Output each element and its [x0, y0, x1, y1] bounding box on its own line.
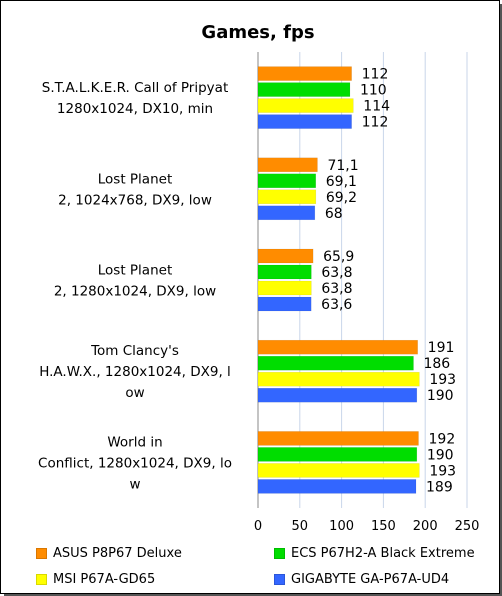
value-label: 189 — [426, 479, 453, 495]
bar — [257, 479, 417, 494]
value-label: 192 — [429, 431, 456, 447]
category-label: Tom Clancy's — [90, 343, 179, 359]
chart-title: Games, fps — [201, 22, 314, 43]
frame-shadow-right — [500, 4, 502, 596]
value-label: 71,1 — [327, 158, 358, 174]
value-label: 69,1 — [326, 174, 357, 190]
bar — [257, 205, 316, 221]
value-label: 112 — [362, 67, 389, 83]
value-label: 63,6 — [321, 297, 352, 313]
legend-item-gigabyte: GIGABYTE GA-P67A-UD4 — [274, 572, 449, 587]
x-tick-label: 100 — [329, 519, 354, 534]
value-label: 190 — [427, 447, 454, 463]
legend-swatch-green — [274, 548, 285, 559]
bar-chart: Games, fps 11211011411271,169,169,26865,… — [38, 22, 480, 534]
category-label: H.A.W.X., 1280x1024, DX9, l — [39, 364, 231, 380]
bar — [257, 82, 351, 97]
category-label: ow — [125, 385, 144, 401]
value-label: 65,9 — [323, 249, 354, 265]
value-label: 190 — [427, 388, 454, 404]
bar — [257, 66, 352, 81]
bar — [257, 114, 352, 129]
frame-shadow-bottom — [4, 594, 502, 596]
category-label: 1280x1024, DX10, min — [57, 101, 213, 117]
x-tick-label: 50 — [292, 519, 309, 534]
x-tick-label: 0 — [254, 519, 262, 534]
legend-label: ECS P67H2-A Black Extreme — [291, 546, 475, 561]
bar — [257, 431, 419, 446]
category-labels: S.T.A.L.K.E.R. Call of Pripyat 1280x1024,… — [38, 80, 232, 492]
legend-swatch-orange — [36, 548, 47, 559]
bar — [257, 463, 420, 478]
bar — [257, 339, 418, 355]
category-label: 2, 1280x1024, DX9, low — [54, 284, 216, 300]
category-label: Lost Planet — [98, 263, 172, 279]
bar — [257, 157, 318, 173]
x-tick-label: 150 — [371, 519, 396, 534]
bar — [257, 264, 312, 280]
legend-item-msi: MSI P67A-GD65 — [36, 572, 155, 587]
value-label: 63,8 — [321, 281, 352, 297]
value-label: 191 — [428, 340, 455, 356]
category-label: Lost Planet — [98, 171, 172, 187]
bar — [257, 98, 354, 113]
value-label: 110 — [360, 83, 387, 99]
value-label: 193 — [429, 372, 456, 388]
value-labels: 11211011411271,169,169,26865,963,863,863… — [321, 67, 456, 496]
bars — [257, 66, 420, 494]
legend-swatch-blue — [274, 574, 285, 585]
bar — [257, 248, 314, 264]
bar — [257, 280, 312, 296]
legend-item-asus: ASUS P8P67 Deluxe — [36, 546, 182, 561]
x-tick-label: 250 — [455, 519, 480, 534]
value-label: 112 — [362, 115, 389, 131]
bar — [257, 371, 420, 387]
legend-swatch-yellow — [36, 574, 47, 585]
value-label: 193 — [429, 463, 456, 479]
category-label: Conflict, 1280x1024, DX9, lo — [38, 455, 232, 471]
category-label: w — [129, 476, 140, 492]
bar — [257, 296, 312, 312]
bar — [257, 173, 317, 189]
value-label: 68 — [325, 206, 343, 222]
bar — [257, 447, 418, 462]
legend-label: GIGABYTE GA-P67A-UD4 — [291, 572, 450, 587]
legend: ASUS P8P67 Deluxe ECS P67H2-A Black Extr… — [0, 540, 500, 594]
value-label: 69,2 — [326, 190, 357, 206]
x-tick-label: 200 — [413, 519, 438, 534]
bar — [257, 387, 418, 403]
bar — [257, 189, 317, 205]
value-label: 63,8 — [321, 265, 352, 281]
value-label: 114 — [363, 99, 390, 115]
value-label: 186 — [423, 356, 450, 372]
category-label: World in — [107, 434, 162, 450]
legend-label: MSI P67A-GD65 — [53, 572, 156, 587]
legend-item-ecs: ECS P67H2-A Black Extreme — [274, 546, 475, 561]
category-label: S.T.A.L.K.E.R. Call of Pripyat — [42, 80, 228, 96]
bar — [257, 355, 414, 371]
x-axis-ticks: 0 50 100 150 200 250 — [254, 519, 480, 534]
legend-label: ASUS P8P67 Deluxe — [53, 546, 182, 561]
category-label: 2, 1024x768, DX9, low — [58, 192, 212, 208]
